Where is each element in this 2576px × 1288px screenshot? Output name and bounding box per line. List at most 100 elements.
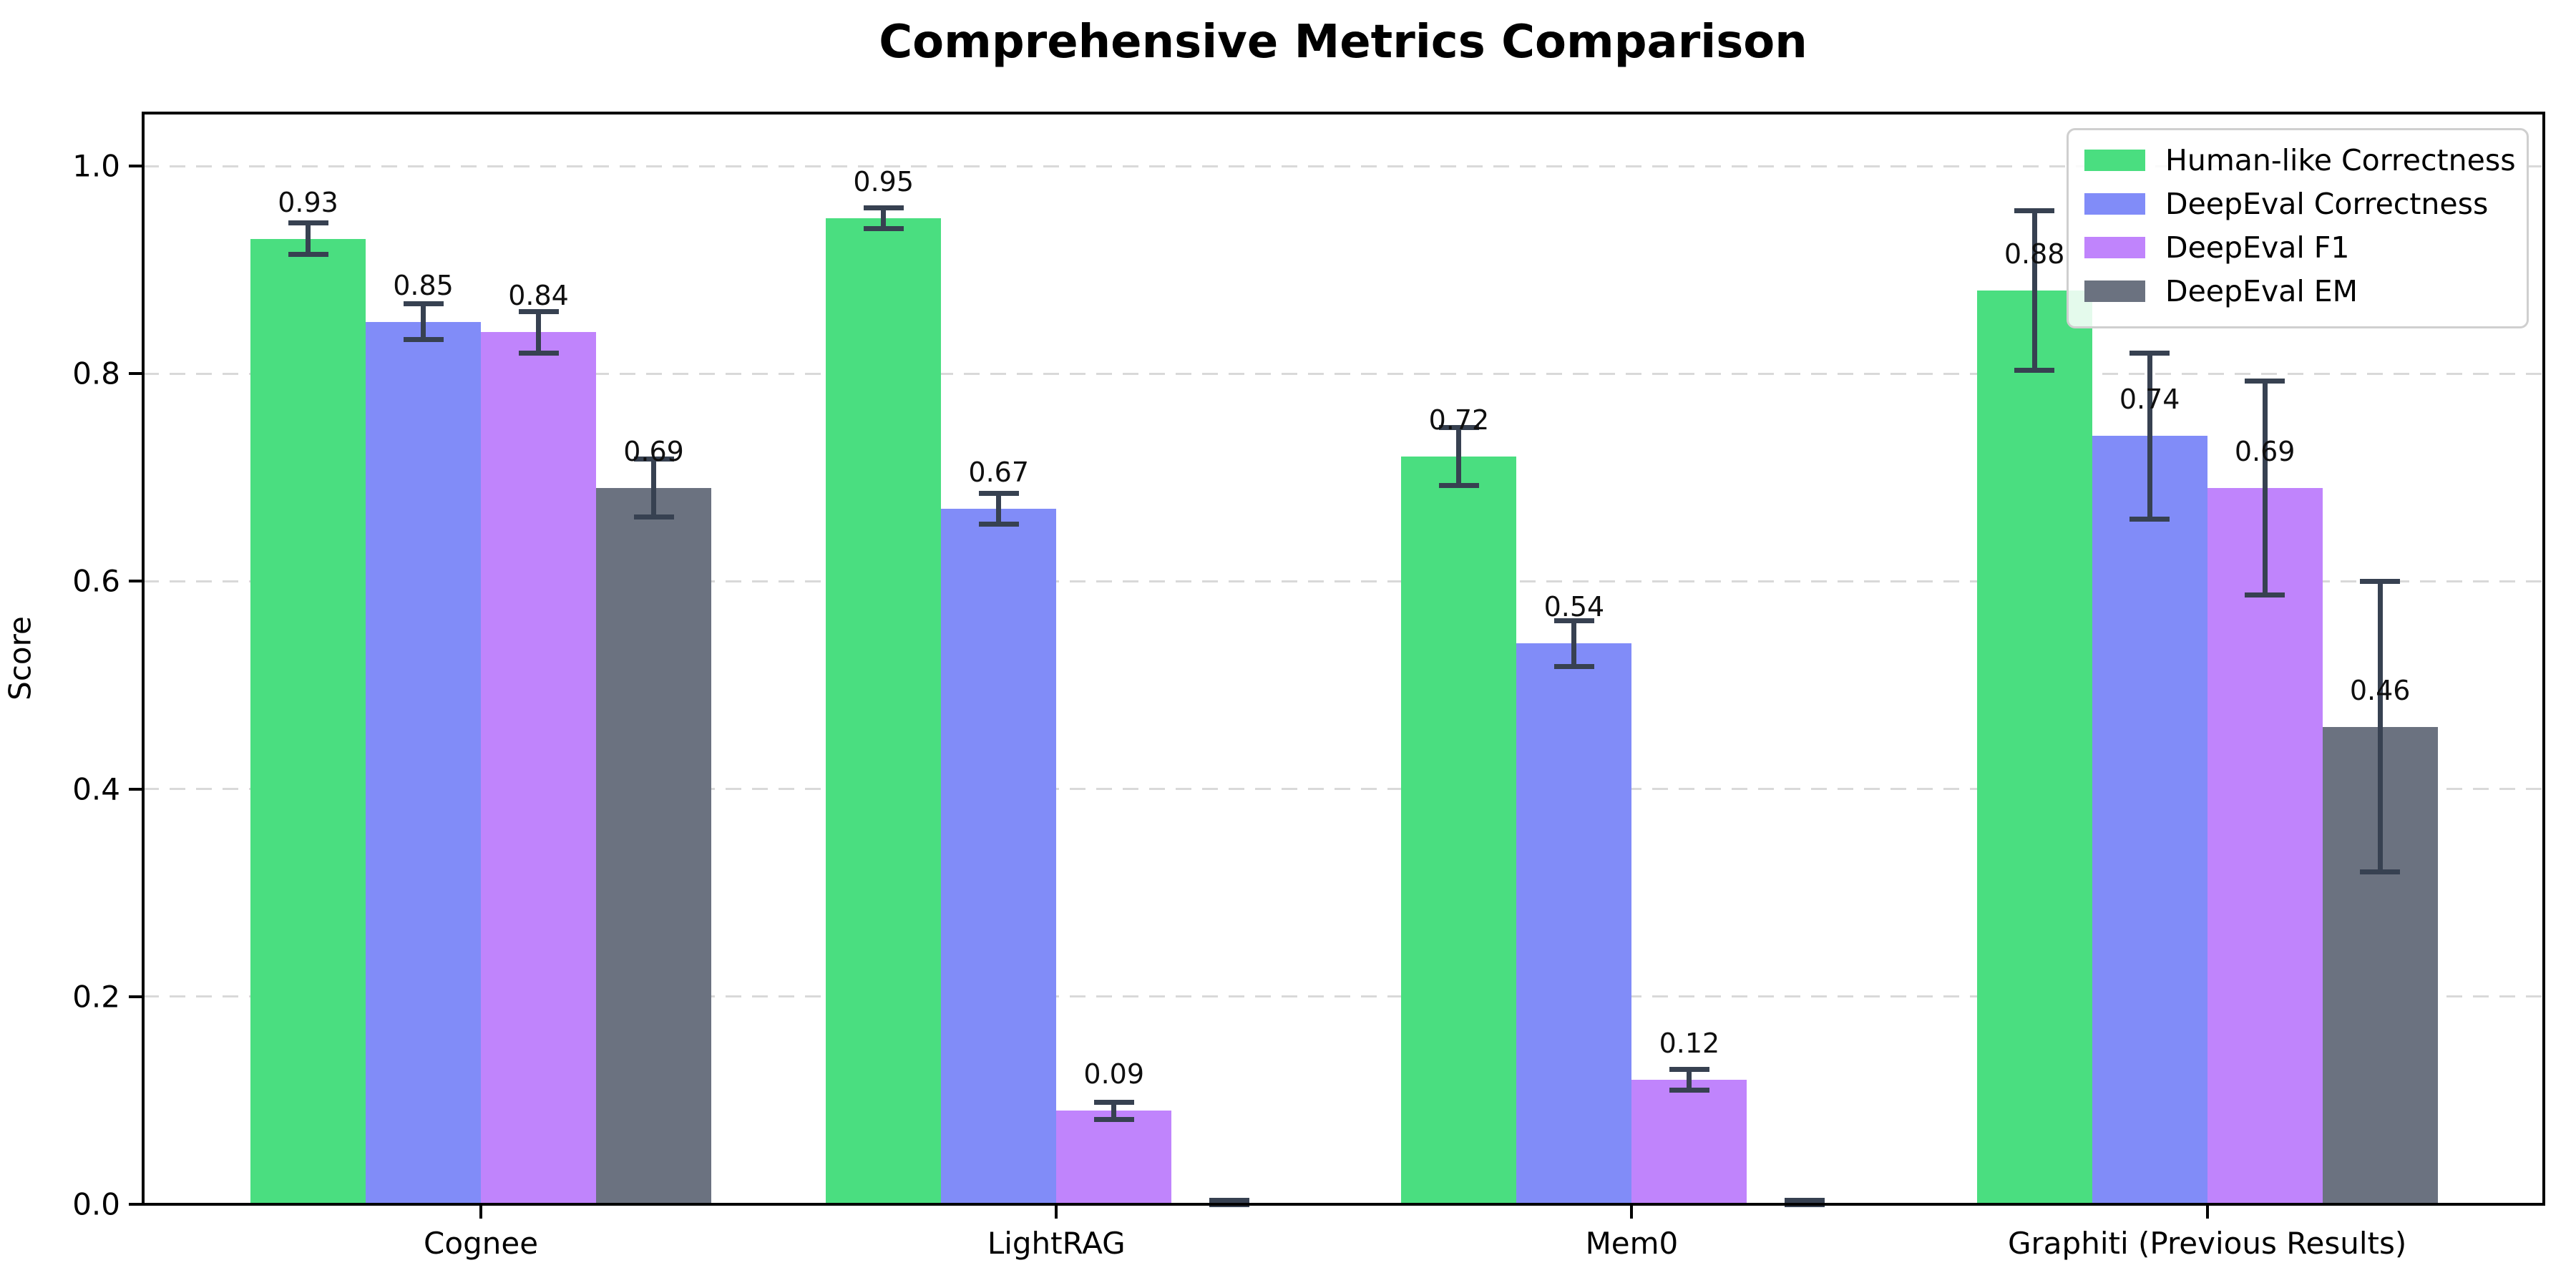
bar-value-label: 0.74 [2119, 384, 2180, 416]
legend-item: DeepEval Correctness [2069, 184, 2527, 224]
y-tick-mark [129, 1203, 143, 1206]
legend-swatch [2084, 280, 2145, 302]
error-bar-cap [2014, 208, 2055, 213]
axis-spine-left [142, 112, 145, 1206]
x-tick-mark [2205, 1204, 2209, 1219]
error-bar [1571, 620, 1577, 667]
legend-swatch [2084, 193, 2145, 215]
axis-spine-top [142, 112, 2545, 114]
error-bar-cap [2129, 516, 2170, 522]
y-tick-label: 0.0 [72, 1186, 120, 1222]
error-bar-cap [863, 225, 904, 231]
x-category-label: Graphiti (Previous Results) [2007, 1226, 2407, 1261]
y-tick-label: 0.2 [72, 979, 120, 1015]
bar-value-label: 0.72 [1428, 404, 1490, 436]
bar-value-label: 0.85 [393, 269, 454, 301]
error-bar [1456, 427, 1462, 486]
bar-deepeval-correctness [941, 508, 1057, 1204]
bar-deepeval-em [596, 487, 712, 1204]
bar-value-label: 0.69 [623, 435, 684, 467]
bar-human-like-correctness [1976, 291, 2092, 1204]
error-bar-cap [1093, 1100, 1134, 1106]
error-bar-cap [518, 308, 559, 314]
bar-deepeval-correctness [366, 321, 482, 1204]
bar-value-label: 0.67 [968, 456, 1030, 488]
error-bar-cap [1553, 618, 1594, 624]
plot-area: 0.93 0.95 0.72 0.88 0.85 0.67 0.54 0.74 0.84 0.09… [129, 112, 2545, 1219]
bar-value-label: 0.46 [2349, 674, 2411, 706]
error-bar-cap [1669, 1066, 1709, 1072]
legend-label: Human-like Correctness [2165, 143, 2516, 177]
error-bar [2031, 210, 2037, 371]
y-tick-label: 0.6 [72, 563, 120, 599]
error-bar-cap [1209, 1197, 1249, 1203]
y-axis-label: Score [2, 616, 38, 701]
bar-value-label: 0.12 [1659, 1027, 1720, 1059]
bar-value-label: 0.93 [278, 186, 338, 218]
bar-deepeval-correctness [1516, 643, 1632, 1204]
error-bar-cap [978, 522, 1019, 527]
y-tick-mark [129, 372, 143, 376]
error-bar-cap [633, 514, 674, 519]
y-tick-label: 0.8 [72, 356, 120, 391]
bar-human-like-correctness [250, 238, 366, 1204]
bar-deepeval-f1 [1056, 1111, 1172, 1204]
error-bar-cap [2245, 592, 2285, 597]
legend-swatch [2084, 237, 2145, 258]
legend-item: DeepEval EM [2069, 271, 2527, 311]
bar-value-label: 0.84 [508, 280, 569, 312]
legend-label: DeepEval Correctness [2165, 187, 2489, 221]
x-category-label: Cognee [424, 1226, 539, 1261]
bar-value-label: 0.54 [1543, 591, 1605, 623]
error-bar-cap [403, 336, 444, 342]
x-category-label: LightRAG [987, 1226, 1126, 1261]
gridline [143, 372, 2544, 375]
bar-deepeval-correctness [2092, 436, 2207, 1204]
chart-title: Comprehensive Metrics Comparison [879, 16, 1807, 69]
gridline [143, 165, 2544, 167]
gridline [143, 580, 2544, 582]
error-bar-cap [1093, 1116, 1134, 1122]
error-bar [1687, 1069, 1692, 1091]
error-bar-cap [518, 350, 559, 356]
axis-spine-bottom [142, 1203, 2545, 1206]
error-bar-cap [2360, 578, 2401, 584]
bar-human-like-correctness [1401, 457, 1517, 1204]
error-bar [1111, 1102, 1117, 1119]
error-bar-cap [1669, 1087, 1709, 1093]
y-tick-label: 1.0 [72, 148, 120, 184]
error-bar-cap [1438, 425, 1479, 431]
x-tick-mark [1055, 1204, 1058, 1219]
error-bar [651, 459, 657, 517]
error-bar [306, 223, 311, 255]
bar-deepeval-f1 [2207, 487, 2323, 1204]
y-tick-label: 0.4 [72, 771, 120, 807]
error-bar-cap [1784, 1197, 1825, 1203]
error-bar-cap [2245, 378, 2285, 384]
gridline [143, 788, 2544, 791]
bar-value-label: 0.88 [2004, 238, 2065, 270]
error-bar-cap [2129, 350, 2170, 356]
bar-value-label: 0.69 [2234, 435, 2296, 467]
y-tick-mark [129, 165, 143, 167]
legend-item: DeepEval F1 [2069, 228, 2527, 268]
gridline [143, 995, 2544, 998]
error-bar [881, 208, 887, 229]
x-tick-mark [1630, 1204, 1634, 1219]
error-bar-cap [288, 251, 328, 257]
error-bar-cap [403, 301, 444, 307]
error-bar-cap [1438, 483, 1479, 489]
error-bar-cap [633, 456, 674, 462]
bar-deepeval-f1 [1631, 1079, 1747, 1204]
error-bar-cap [2360, 869, 2401, 875]
bar-deepeval-f1 [481, 332, 597, 1204]
error-bar-cap [978, 490, 1019, 496]
error-bar-cap [2014, 368, 2055, 374]
x-category-label: Mem0 [1585, 1226, 1679, 1261]
legend-label: DeepEval EM [2165, 274, 2358, 308]
error-bar-cap [863, 205, 904, 210]
y-tick-mark [129, 787, 143, 791]
bar-value-label: 0.95 [853, 165, 914, 197]
error-bar [996, 493, 1002, 525]
